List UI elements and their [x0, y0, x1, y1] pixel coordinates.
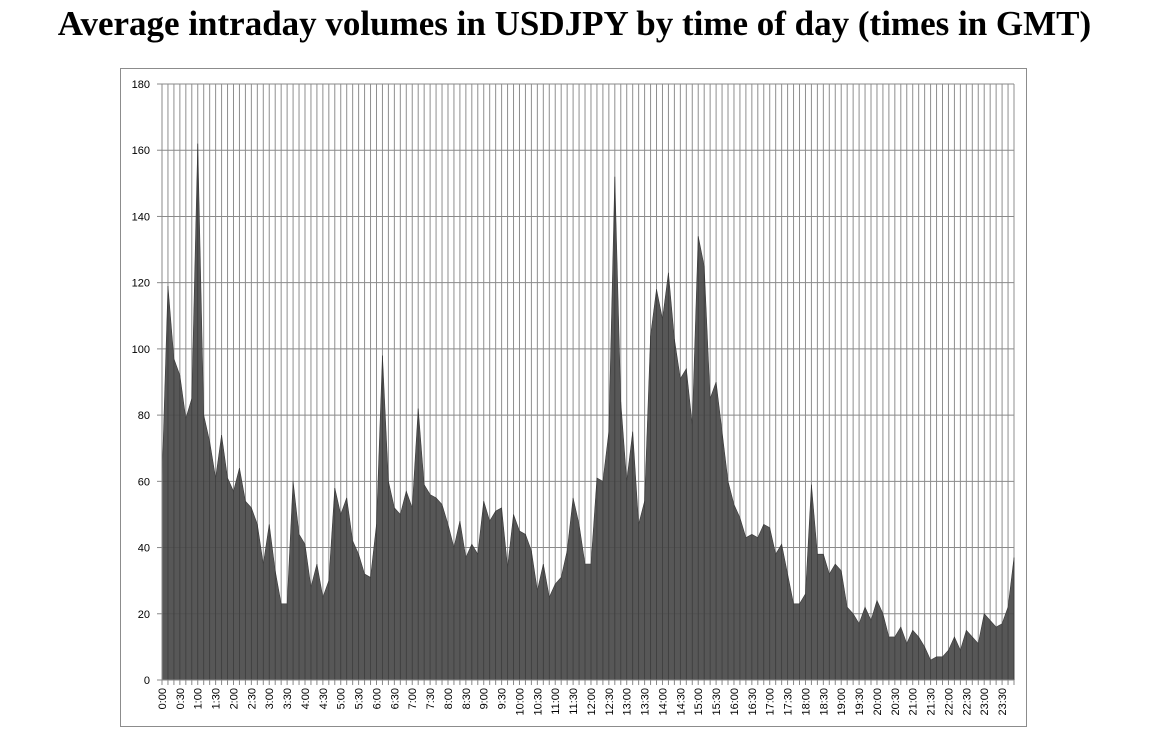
chart-title: Average intraday volumes in USDJPY by ti…	[57, 4, 1092, 43]
x-tick-label: 21:00	[908, 688, 920, 716]
y-tick-label: 100	[132, 344, 150, 356]
x-tick-label: 11:30	[568, 688, 580, 715]
x-tick-label: 14:00	[657, 688, 669, 716]
x-tick-label: 7:00	[407, 688, 419, 709]
volume-area-series	[161, 143, 1015, 681]
x-tick-label: 20:00	[872, 688, 884, 716]
x-tick-label: 3:30	[282, 688, 294, 709]
x-tick-label: 23:30	[997, 688, 1009, 716]
x-tick-label: 19:30	[854, 688, 866, 716]
y-tick-label: 20	[138, 609, 150, 621]
x-tick-label: 2:00	[228, 688, 240, 709]
y-axis-tick-labels: 0 20 40 60 80 100 120 140 160 180	[132, 79, 150, 687]
x-tick-label: 4:00	[300, 688, 312, 709]
y-tick-label: 140	[132, 211, 150, 223]
axes	[157, 83, 1015, 685]
x-tick-label: 10:30	[532, 688, 544, 716]
x-tick-label: 8:00	[443, 688, 455, 709]
x-tick-label: 14:30	[675, 688, 687, 716]
x-tick-label: 18:30	[818, 688, 830, 716]
x-tick-label: 9:00	[479, 688, 491, 709]
x-tick-label: 18:00	[800, 688, 812, 716]
x-tick-label: 10:00	[514, 688, 526, 716]
x-tick-label: 16:00	[729, 688, 741, 716]
x-tick-label: 17:30	[783, 688, 795, 716]
x-tick-label: 1:30	[211, 688, 223, 709]
x-tick-label: 12:00	[586, 688, 598, 716]
x-tick-label: 8:30	[461, 688, 473, 709]
x-tick-label: 16:30	[747, 688, 759, 716]
x-tick-label: 15:00	[693, 688, 705, 716]
x-tick-label: 7:30	[425, 688, 437, 709]
x-tick-label: 21:30	[926, 688, 938, 716]
x-tick-label: 4:30	[318, 688, 330, 709]
x-tick-label: 13:30	[640, 688, 652, 716]
y-tick-label: 160	[132, 145, 150, 157]
x-tick-label: 3:00	[264, 688, 276, 709]
area-chart: 0 20 40 60 80 100 120 140 160 180 0:00 0:30 1:00 1:3…	[132, 79, 1015, 716]
x-tick-label: 0:30	[175, 688, 187, 709]
x-tick-label: 2:30	[246, 688, 258, 709]
x-tick-label: 22:30	[961, 688, 973, 716]
x-tick-label: 5:00	[336, 688, 348, 709]
chart-frame: 0 20 40 60 80 100 120 140 160 180 0:00 0:30 1:00 1:3…	[120, 68, 1027, 727]
x-tick-label: 23:00	[979, 688, 991, 716]
x-tick-label: 17:00	[765, 688, 777, 716]
y-tick-label: 80	[138, 410, 150, 422]
x-tick-label: 0:00	[157, 688, 169, 709]
x-tick-label: 19:00	[836, 688, 848, 716]
x-tick-label: 9:30	[497, 688, 509, 709]
x-tick-label: 11:00	[550, 688, 562, 715]
x-axis-tick-labels: 0:00 0:30 1:00 1:30 2:00 2:30 3:00 3:30 4:00 4:30…	[157, 688, 1009, 716]
x-tick-label: 20:30	[890, 688, 902, 716]
x-tick-label: 13:00	[622, 688, 634, 716]
x-tick-label: 6:30	[389, 688, 401, 709]
x-tick-label: 5:30	[354, 688, 366, 709]
y-tick-label: 60	[138, 476, 150, 488]
y-tick-label: 0	[144, 675, 150, 687]
y-tick-label: 120	[132, 278, 150, 290]
x-tick-label: 6:00	[371, 688, 383, 709]
x-tick-label: 22:00	[943, 688, 955, 716]
x-tick-label: 15:30	[711, 688, 723, 716]
volume-area	[161, 143, 1015, 681]
y-tick-label: 180	[132, 79, 150, 91]
x-tick-label: 1:00	[193, 688, 205, 709]
x-tick-label: 12:30	[604, 688, 616, 716]
y-tick-label: 40	[138, 543, 150, 555]
